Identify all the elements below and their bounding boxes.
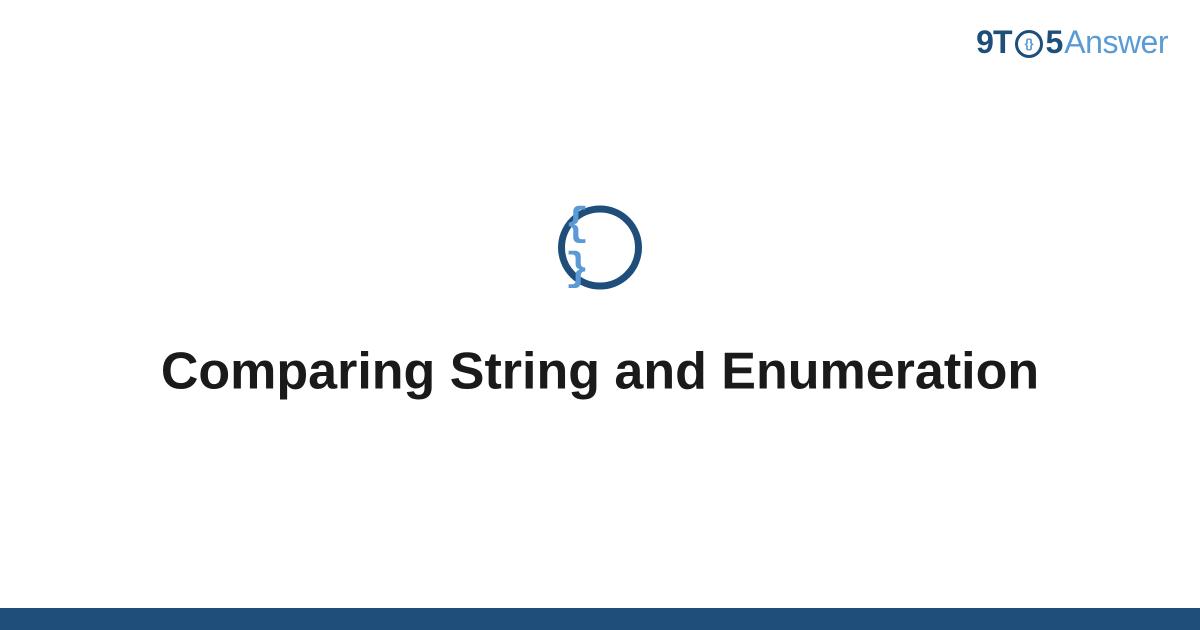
- logo-text-answer: Answer: [1064, 24, 1168, 61]
- logo-circle-inner: {}: [1024, 36, 1032, 51]
- footer-bar: [0, 608, 1200, 630]
- braces-circle-icon: { }: [558, 206, 642, 290]
- brand-logo: 9T {} 5 Answer: [976, 24, 1168, 61]
- content-area: { } Comparing String and Enumeration: [0, 206, 1200, 405]
- logo-text-5: 5: [1046, 24, 1063, 61]
- logo-text-9t: 9T: [976, 24, 1011, 61]
- page-title: Comparing String and Enumeration: [81, 340, 1119, 405]
- logo-circle-icon: {}: [1015, 30, 1043, 58]
- braces-glyph: { }: [565, 203, 635, 293]
